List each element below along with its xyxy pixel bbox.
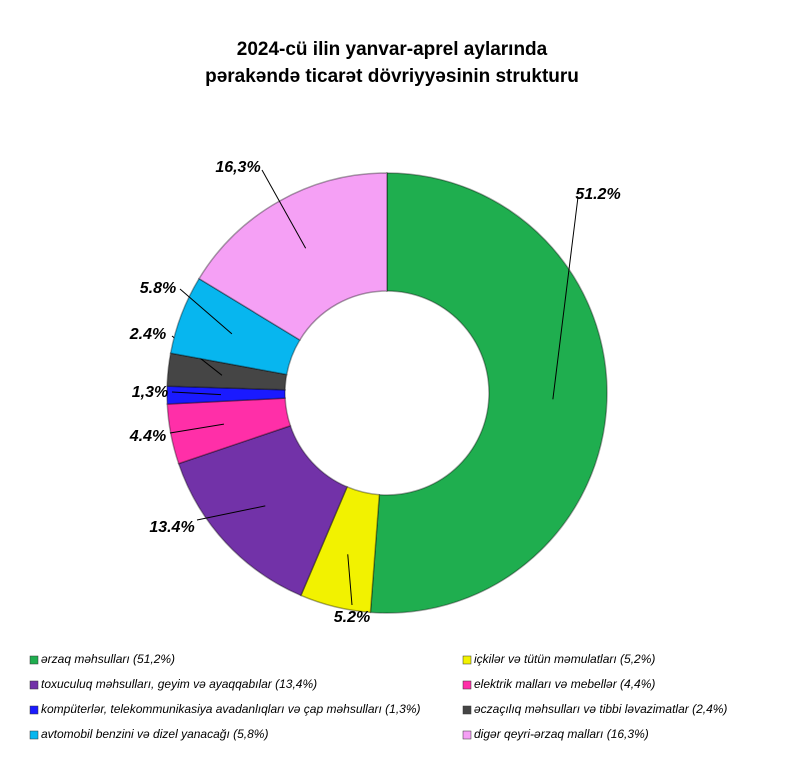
leader-line xyxy=(196,505,266,521)
legend-marker xyxy=(462,655,472,665)
legend-label: içkilər və tütün məmulatları (5,2%) xyxy=(474,652,655,666)
leader-line xyxy=(171,391,222,396)
data-label: 2.4% xyxy=(129,326,166,343)
legend-marker xyxy=(29,730,39,740)
data-label: 13.4% xyxy=(149,519,194,536)
leader-line xyxy=(169,423,225,434)
legend-label: əczaçılıq məhsulları və tibbi ləvazimatl… xyxy=(474,702,727,716)
legend-label: kompüterlər, telekommunikasiya avadanlıq… xyxy=(41,702,421,716)
data-label: 16,3% xyxy=(215,159,260,176)
leader-line xyxy=(552,196,579,400)
legend-label: ərzaq məhsulları (51,2%) xyxy=(41,652,175,666)
legend-label: toxuculuq məhsulları, geyim və ayaqqabıl… xyxy=(41,677,317,691)
donut-slice xyxy=(369,172,608,614)
legend-label: digər qeyri-ərzaq malları (16,3%) xyxy=(474,727,649,741)
legend-marker xyxy=(462,680,472,690)
chart-title: 2024-cü ilin yanvar-aprel aylarında xyxy=(237,39,548,60)
data-label: 51.2% xyxy=(575,186,620,203)
legend-marker xyxy=(462,705,472,715)
legend-marker xyxy=(462,730,472,740)
legend-label: avtomobil benzini və dizel yanacağı (5,8… xyxy=(41,727,268,741)
legend-marker xyxy=(29,655,39,665)
leader-line xyxy=(261,169,307,249)
legend-marker xyxy=(29,680,39,690)
leader-line xyxy=(179,288,233,335)
leader-line xyxy=(347,554,353,606)
donut-slice xyxy=(177,424,349,597)
chart-title: pərakəndə ticarət dövriyyəsinin struktur… xyxy=(205,66,579,87)
donut-slice xyxy=(166,352,288,391)
data-label: 4.4% xyxy=(129,428,166,445)
donut-slice xyxy=(299,485,381,614)
donut-slice xyxy=(198,172,388,342)
legend-marker xyxy=(29,705,39,715)
data-label: 1,3% xyxy=(132,384,168,401)
data-label: 5.2% xyxy=(334,609,370,626)
data-label: 5.8% xyxy=(140,280,176,297)
donut-slice xyxy=(166,397,292,465)
legend-label: elektrik malları və mebellər (4,4%) xyxy=(474,677,655,691)
